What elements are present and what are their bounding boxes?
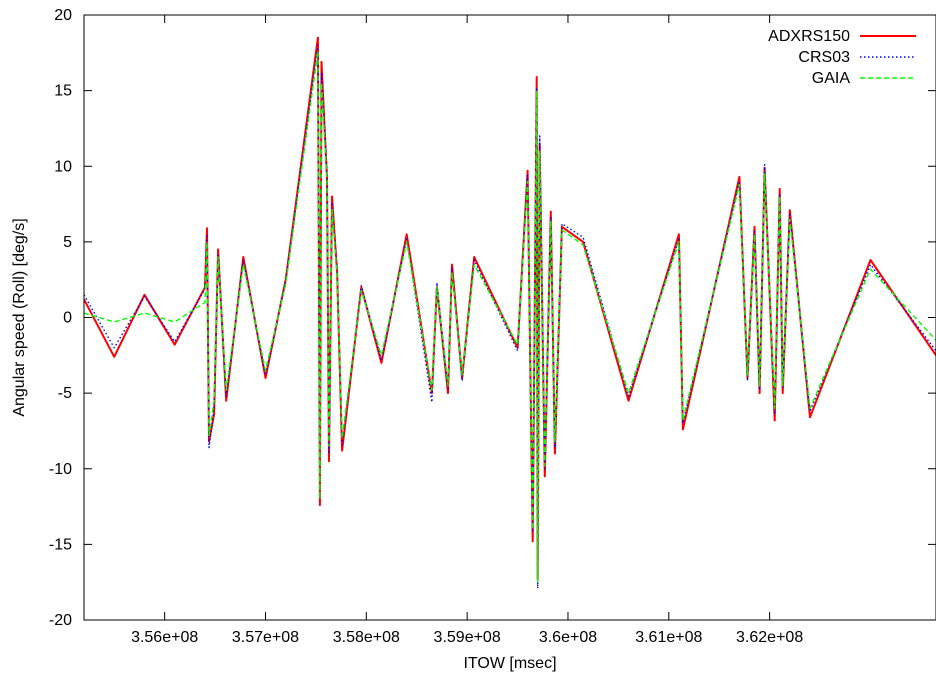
- series-line-adxrs150: [83, 36, 936, 581]
- series-layer: [83, 36, 936, 589]
- x-tick-label: 3.6e+08: [539, 629, 597, 646]
- legend: ADXRS150 CRS03 GAIA: [768, 28, 916, 87]
- legend-label: CRS03: [798, 49, 850, 66]
- y-tick-label: 10: [54, 158, 72, 175]
- y-tick-label: -15: [49, 536, 72, 553]
- y-tick-label: -5: [58, 385, 72, 402]
- x-tick-label: 3.56e+08: [131, 629, 198, 646]
- plot-frame: [83, 14, 936, 621]
- x-tick-label: 3.61e+08: [635, 629, 702, 646]
- legend-label: GAIA: [812, 70, 851, 87]
- legend-label: ADXRS150: [768, 28, 850, 45]
- x-tick-label: 3.58e+08: [333, 629, 400, 646]
- y-axis-label: Angular speed (Roll) [deg/s]: [11, 218, 28, 416]
- ticks-layer: -20 -15 -10 -5 0 5 10 15 20 3.56e+08 3.57e+08 3.58e…: [49, 7, 936, 646]
- y-tick-label: 20: [54, 7, 72, 24]
- y-tick-label: -10: [49, 461, 72, 478]
- x-tick-label: 3.59e+08: [434, 629, 501, 646]
- y-tick-label: -20: [49, 612, 72, 629]
- y-tick-label: 5: [63, 234, 72, 251]
- x-tick-label: 3.62e+08: [736, 629, 803, 646]
- x-axis-label: ITOW [msec]: [463, 655, 556, 672]
- series-line-gaia: [83, 50, 936, 583]
- series-line-crs03: [83, 44, 936, 589]
- y-tick-label: 15: [54, 83, 72, 100]
- x-tick-label: 3.57e+08: [232, 629, 299, 646]
- y-tick-label: 0: [63, 310, 72, 327]
